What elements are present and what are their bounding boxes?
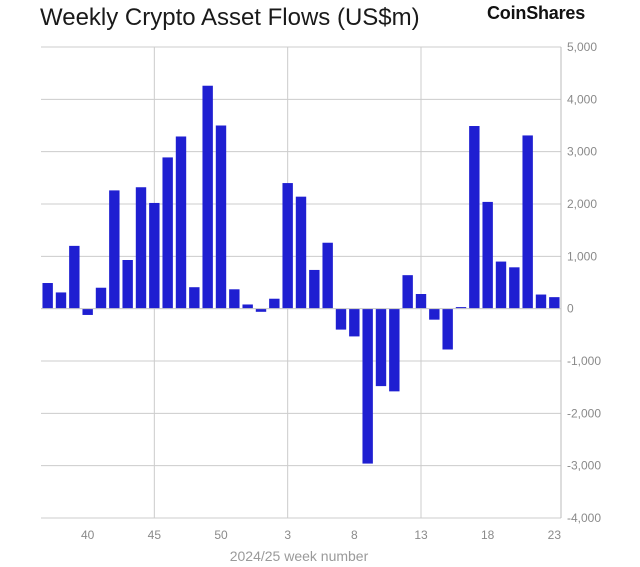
bar-week-15 xyxy=(442,308,453,350)
bar-week-47 xyxy=(175,136,187,309)
y-tick-label: 0 xyxy=(567,302,574,316)
x-tick-label: 3 xyxy=(284,528,291,542)
y-tick-label: -2,000 xyxy=(567,406,601,420)
bar-week-39 xyxy=(69,245,80,309)
y-tick-label: 5,000 xyxy=(567,40,597,54)
bar-week-4 xyxy=(295,196,307,309)
x-tick-label: 23 xyxy=(548,528,562,542)
bar-week-49 xyxy=(202,85,213,309)
bar-week-17 xyxy=(469,126,480,309)
bar-week-51 xyxy=(229,289,240,309)
bar-week-2 xyxy=(269,298,280,309)
bar-week-18 xyxy=(482,201,493,309)
x-tick-label: 40 xyxy=(81,528,95,542)
bar-week-42 xyxy=(109,190,120,309)
bar-week-10 xyxy=(375,308,387,387)
bar-week-44 xyxy=(135,187,147,309)
bar-week-41 xyxy=(95,287,107,309)
chart-title: Weekly Crypto Asset Flows (US$m) xyxy=(40,4,420,31)
bar-series xyxy=(42,85,560,464)
bar-week-23 xyxy=(549,297,560,309)
x-tick-label: 18 xyxy=(481,528,495,542)
bar-week-45 xyxy=(149,202,160,309)
bar-week-8 xyxy=(349,308,360,337)
bar-week-22 xyxy=(535,294,547,309)
bar-week-40 xyxy=(82,308,93,315)
bar-week-14 xyxy=(429,308,440,320)
bar-week-13 xyxy=(415,294,427,309)
bar-week-38 xyxy=(55,292,67,309)
bar-week-21 xyxy=(522,135,533,309)
bar-week-52 xyxy=(242,304,253,309)
bar-week-9 xyxy=(362,308,373,464)
y-tick-label: -4,000 xyxy=(567,511,601,525)
bar-week-12 xyxy=(402,275,413,309)
x-tick-label: 50 xyxy=(214,528,228,542)
coinshares-logo: CoinShares xyxy=(487,3,586,23)
y-tick-label: -3,000 xyxy=(567,459,601,473)
bar-week-46 xyxy=(162,157,173,309)
y-tick-label: 2,000 xyxy=(567,197,597,211)
bar-week-48 xyxy=(189,287,200,309)
bar-week-16 xyxy=(455,307,467,309)
y-tick-label: 4,000 xyxy=(567,92,597,106)
axes: 5,000 4,000 3,000 2,000 1,000 0 -1,000 -2,000 -3… xyxy=(41,40,601,542)
x-tick-label: 13 xyxy=(414,528,428,542)
bar-week-7 xyxy=(335,308,347,330)
bar-week-50 xyxy=(215,125,227,309)
bar-week-20 xyxy=(509,267,520,309)
bar-week-5 xyxy=(309,269,320,309)
bar-week-11 xyxy=(389,308,400,392)
bar-week-37 xyxy=(42,283,53,309)
y-tick-label: 3,000 xyxy=(567,145,597,159)
bar-week-1 xyxy=(255,308,267,312)
bar-week-43 xyxy=(122,260,133,309)
bar-week-6 xyxy=(322,242,333,309)
x-tick-label: 45 xyxy=(148,528,162,542)
bar-week-3 xyxy=(282,183,293,309)
y-tick-label: 1,000 xyxy=(567,249,597,263)
x-tick-label: 8 xyxy=(351,528,358,542)
bar-week-19 xyxy=(495,261,507,309)
x-axis-title: 2024/25 week number xyxy=(230,548,369,564)
y-tick-label: -1,000 xyxy=(567,354,601,368)
